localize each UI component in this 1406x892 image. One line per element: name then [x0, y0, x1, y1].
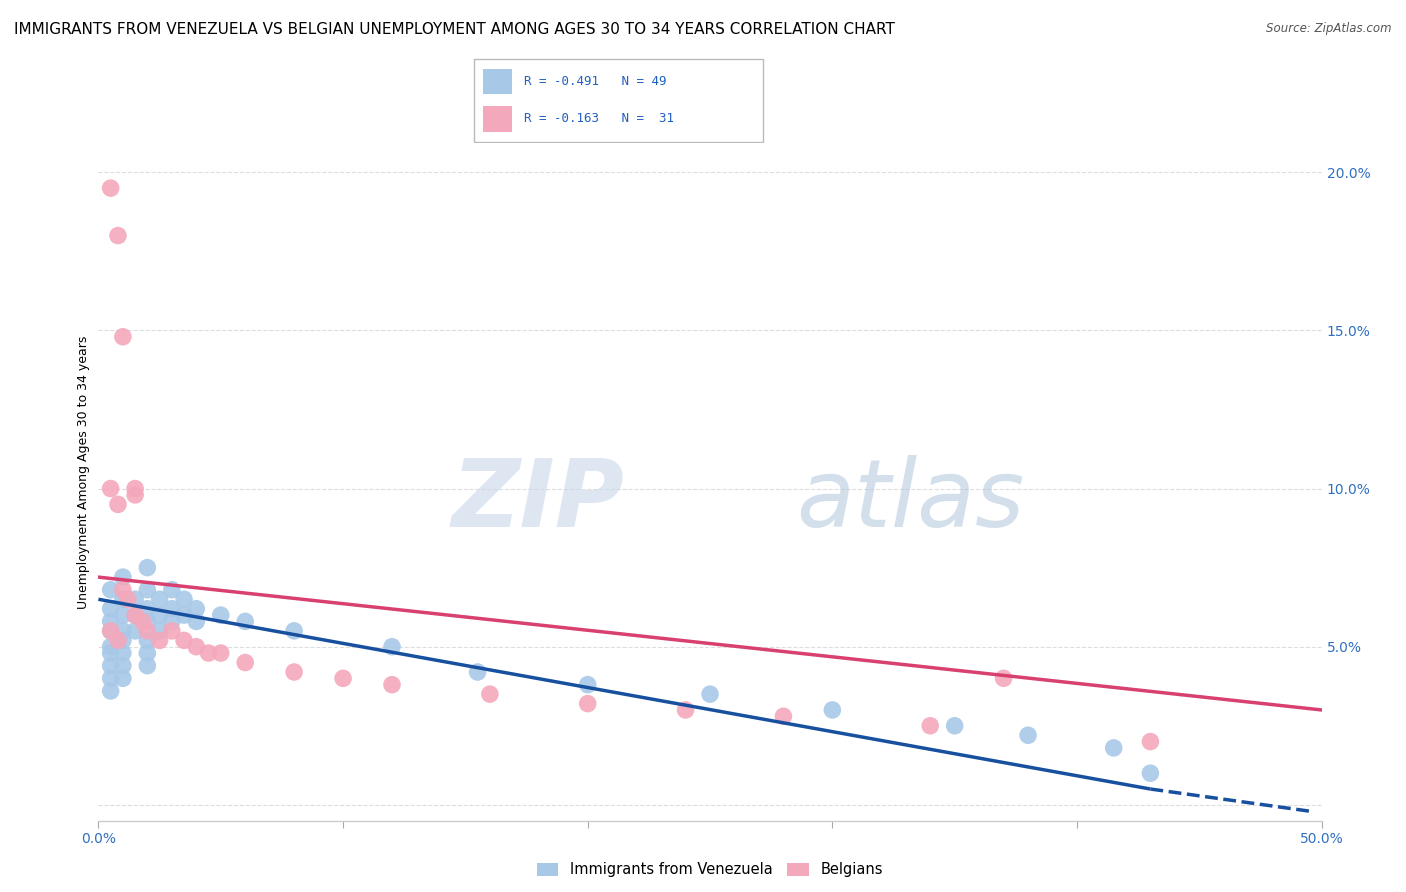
- Point: [111, 658, 134, 673]
- Legend: Immigrants from Venezuela, Belgians: Immigrants from Venezuela, Belgians: [530, 856, 890, 883]
- Point: [283, 665, 305, 679]
- Point: [576, 678, 599, 692]
- Point: [186, 601, 208, 615]
- Point: [381, 640, 404, 654]
- Point: [111, 608, 134, 623]
- FancyBboxPatch shape: [474, 59, 763, 142]
- Point: [124, 624, 146, 638]
- Point: [160, 582, 183, 597]
- Point: [149, 592, 172, 607]
- Point: [100, 181, 122, 195]
- Point: [100, 671, 122, 685]
- Point: [124, 482, 146, 496]
- Point: [136, 646, 159, 660]
- Text: atlas: atlas: [796, 455, 1024, 546]
- Point: [111, 671, 134, 685]
- Point: [160, 601, 183, 615]
- Point: [160, 624, 183, 638]
- Point: [1017, 728, 1039, 742]
- Text: IMMIGRANTS FROM VENEZUELA VS BELGIAN UNEMPLOYMENT AMONG AGES 30 TO 34 YEARS CORR: IMMIGRANTS FROM VENEZUELA VS BELGIAN UNE…: [14, 22, 896, 37]
- Point: [111, 633, 134, 648]
- Point: [111, 592, 134, 607]
- Text: Source: ZipAtlas.com: Source: ZipAtlas.com: [1267, 22, 1392, 36]
- Text: R = -0.491   N = 49: R = -0.491 N = 49: [524, 75, 666, 88]
- Point: [100, 658, 122, 673]
- Point: [136, 624, 159, 638]
- Point: [233, 656, 256, 670]
- Point: [381, 678, 404, 692]
- Point: [100, 582, 122, 597]
- Point: [124, 488, 146, 502]
- Point: [124, 608, 146, 623]
- Point: [920, 719, 942, 733]
- Point: [173, 592, 195, 607]
- Point: [100, 646, 122, 660]
- Point: [149, 624, 172, 638]
- Point: [100, 684, 122, 698]
- Point: [100, 482, 122, 496]
- Point: [186, 640, 208, 654]
- Point: [209, 608, 232, 623]
- Text: ZIP: ZIP: [451, 455, 624, 547]
- Point: [699, 687, 721, 701]
- Point: [209, 646, 232, 660]
- Text: R = -0.163   N =  31: R = -0.163 N = 31: [524, 112, 673, 126]
- Point: [124, 608, 146, 623]
- Point: [100, 624, 122, 638]
- Point: [332, 671, 354, 685]
- Point: [100, 640, 122, 654]
- Point: [772, 709, 794, 723]
- Point: [100, 615, 122, 629]
- Point: [197, 646, 219, 660]
- Bar: [482, 69, 512, 95]
- Point: [1139, 734, 1161, 748]
- Point: [100, 624, 122, 638]
- Point: [943, 719, 966, 733]
- Point: [478, 687, 501, 701]
- Point: [149, 633, 172, 648]
- Point: [136, 658, 159, 673]
- Point: [1139, 766, 1161, 780]
- Point: [186, 615, 208, 629]
- Point: [111, 330, 134, 344]
- Point: [173, 633, 195, 648]
- Point: [675, 703, 697, 717]
- Point: [131, 615, 153, 629]
- Bar: [482, 106, 512, 132]
- Point: [149, 608, 172, 623]
- Point: [107, 228, 129, 243]
- Point: [111, 624, 134, 638]
- Point: [821, 703, 844, 717]
- Point: [173, 608, 195, 623]
- Point: [576, 697, 599, 711]
- Point: [111, 646, 134, 660]
- Point: [136, 633, 159, 648]
- Point: [136, 582, 159, 597]
- Point: [467, 665, 489, 679]
- Point: [107, 497, 129, 511]
- Point: [160, 615, 183, 629]
- Point: [136, 615, 159, 629]
- Point: [136, 601, 159, 615]
- Point: [1102, 740, 1125, 755]
- Point: [993, 671, 1015, 685]
- Y-axis label: Unemployment Among Ages 30 to 34 years: Unemployment Among Ages 30 to 34 years: [77, 336, 90, 609]
- Point: [283, 624, 305, 638]
- Point: [136, 560, 159, 574]
- Point: [107, 633, 129, 648]
- Point: [100, 601, 122, 615]
- Point: [117, 592, 139, 607]
- Point: [111, 570, 134, 584]
- Point: [233, 615, 256, 629]
- Point: [111, 582, 134, 597]
- Point: [124, 592, 146, 607]
